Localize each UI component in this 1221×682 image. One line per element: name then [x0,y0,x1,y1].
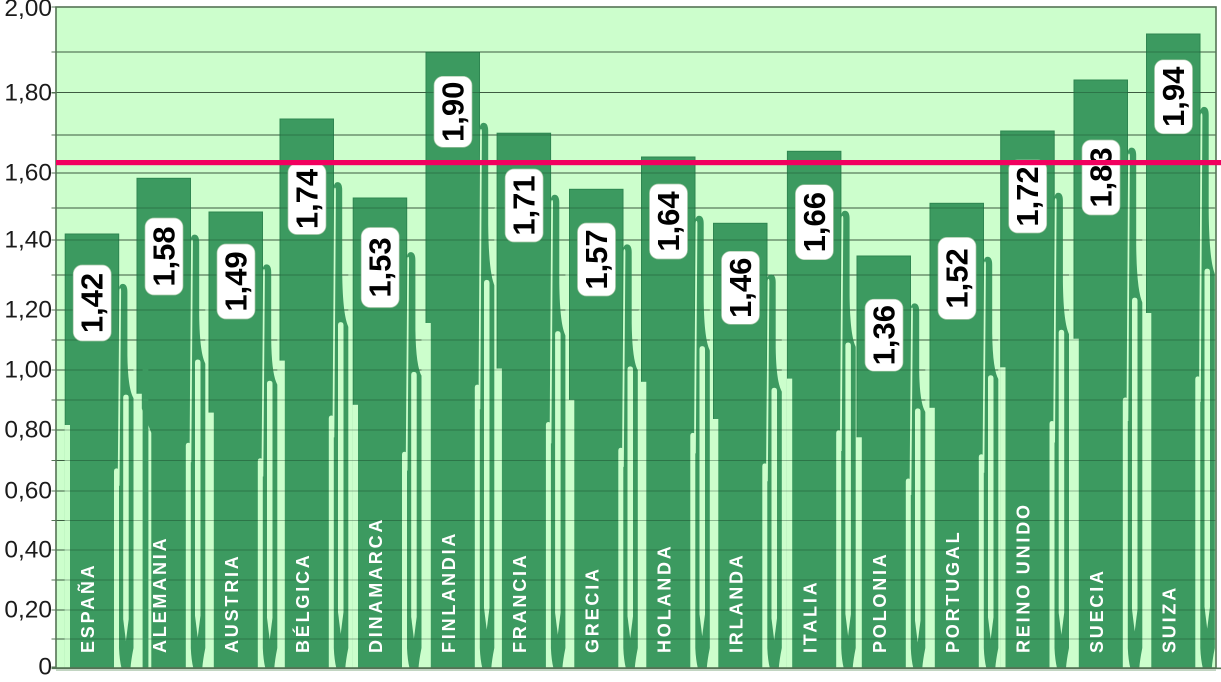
svg-text:1,20: 1,20 [4,297,52,324]
svg-text:1,53: 1,53 [363,237,398,297]
svg-text:0,20: 0,20 [4,597,52,624]
svg-text:1,42: 1,42 [75,273,110,333]
svg-text:1,66: 1,66 [797,192,832,252]
svg-text:1,90: 1,90 [436,82,471,142]
svg-text:ESPAÑA: ESPAÑA [77,563,98,653]
svg-text:1,40: 1,40 [4,227,52,254]
svg-text:1,72: 1,72 [1010,166,1045,226]
svg-text:1,52: 1,52 [940,248,975,308]
svg-text:1,74: 1,74 [290,168,325,229]
svg-text:0,80: 0,80 [4,417,52,444]
svg-text:1,36: 1,36 [867,305,902,365]
svg-text:1,80: 1,80 [4,80,52,107]
svg-text:POLONIA: POLONIA [870,551,890,653]
svg-text:1,46: 1,46 [723,258,758,318]
svg-text:SUIZA: SUIZA [1160,585,1180,653]
svg-text:ALEMANIA: ALEMANIA [150,536,170,653]
svg-text:1,49: 1,49 [219,251,254,311]
svg-text:REINO UNIDO: REINO UNIDO [1014,502,1034,653]
svg-text:PORTUGAL: PORTUGAL [943,530,963,653]
svg-text:1,58: 1,58 [147,226,182,286]
svg-text:1,00: 1,00 [4,357,52,384]
svg-text:0,60: 0,60 [4,478,52,505]
svg-text:BÉLGICA: BÉLGICA [292,552,313,653]
svg-text:ITALIA: ITALIA [800,580,820,653]
svg-text:SUECIA: SUECIA [1087,568,1107,653]
svg-text:0,40: 0,40 [4,537,52,564]
svg-text:HOLANDA: HOLANDA [655,543,675,653]
svg-text:2,00: 2,00 [4,0,52,22]
svg-text:0: 0 [38,654,52,678]
svg-text:GRECIA: GRECIA [583,566,603,653]
svg-text:1,64: 1,64 [651,191,686,252]
svg-text:1,83: 1,83 [1084,147,1119,207]
svg-text:1,60: 1,60 [4,160,52,187]
svg-text:1,71: 1,71 [507,175,542,235]
svg-text:IRLANDA: IRLANDA [727,552,747,653]
svg-text:FINLANDIA: FINLANDIA [439,531,459,653]
svg-text:DINAMARCA: DINAMARCA [366,517,386,653]
svg-text:1,94: 1,94 [1156,66,1191,127]
svg-text:AUSTRIA: AUSTRIA [222,553,242,653]
svg-text:FRANCIA: FRANCIA [510,552,530,653]
svg-text:1,57: 1,57 [579,229,614,289]
